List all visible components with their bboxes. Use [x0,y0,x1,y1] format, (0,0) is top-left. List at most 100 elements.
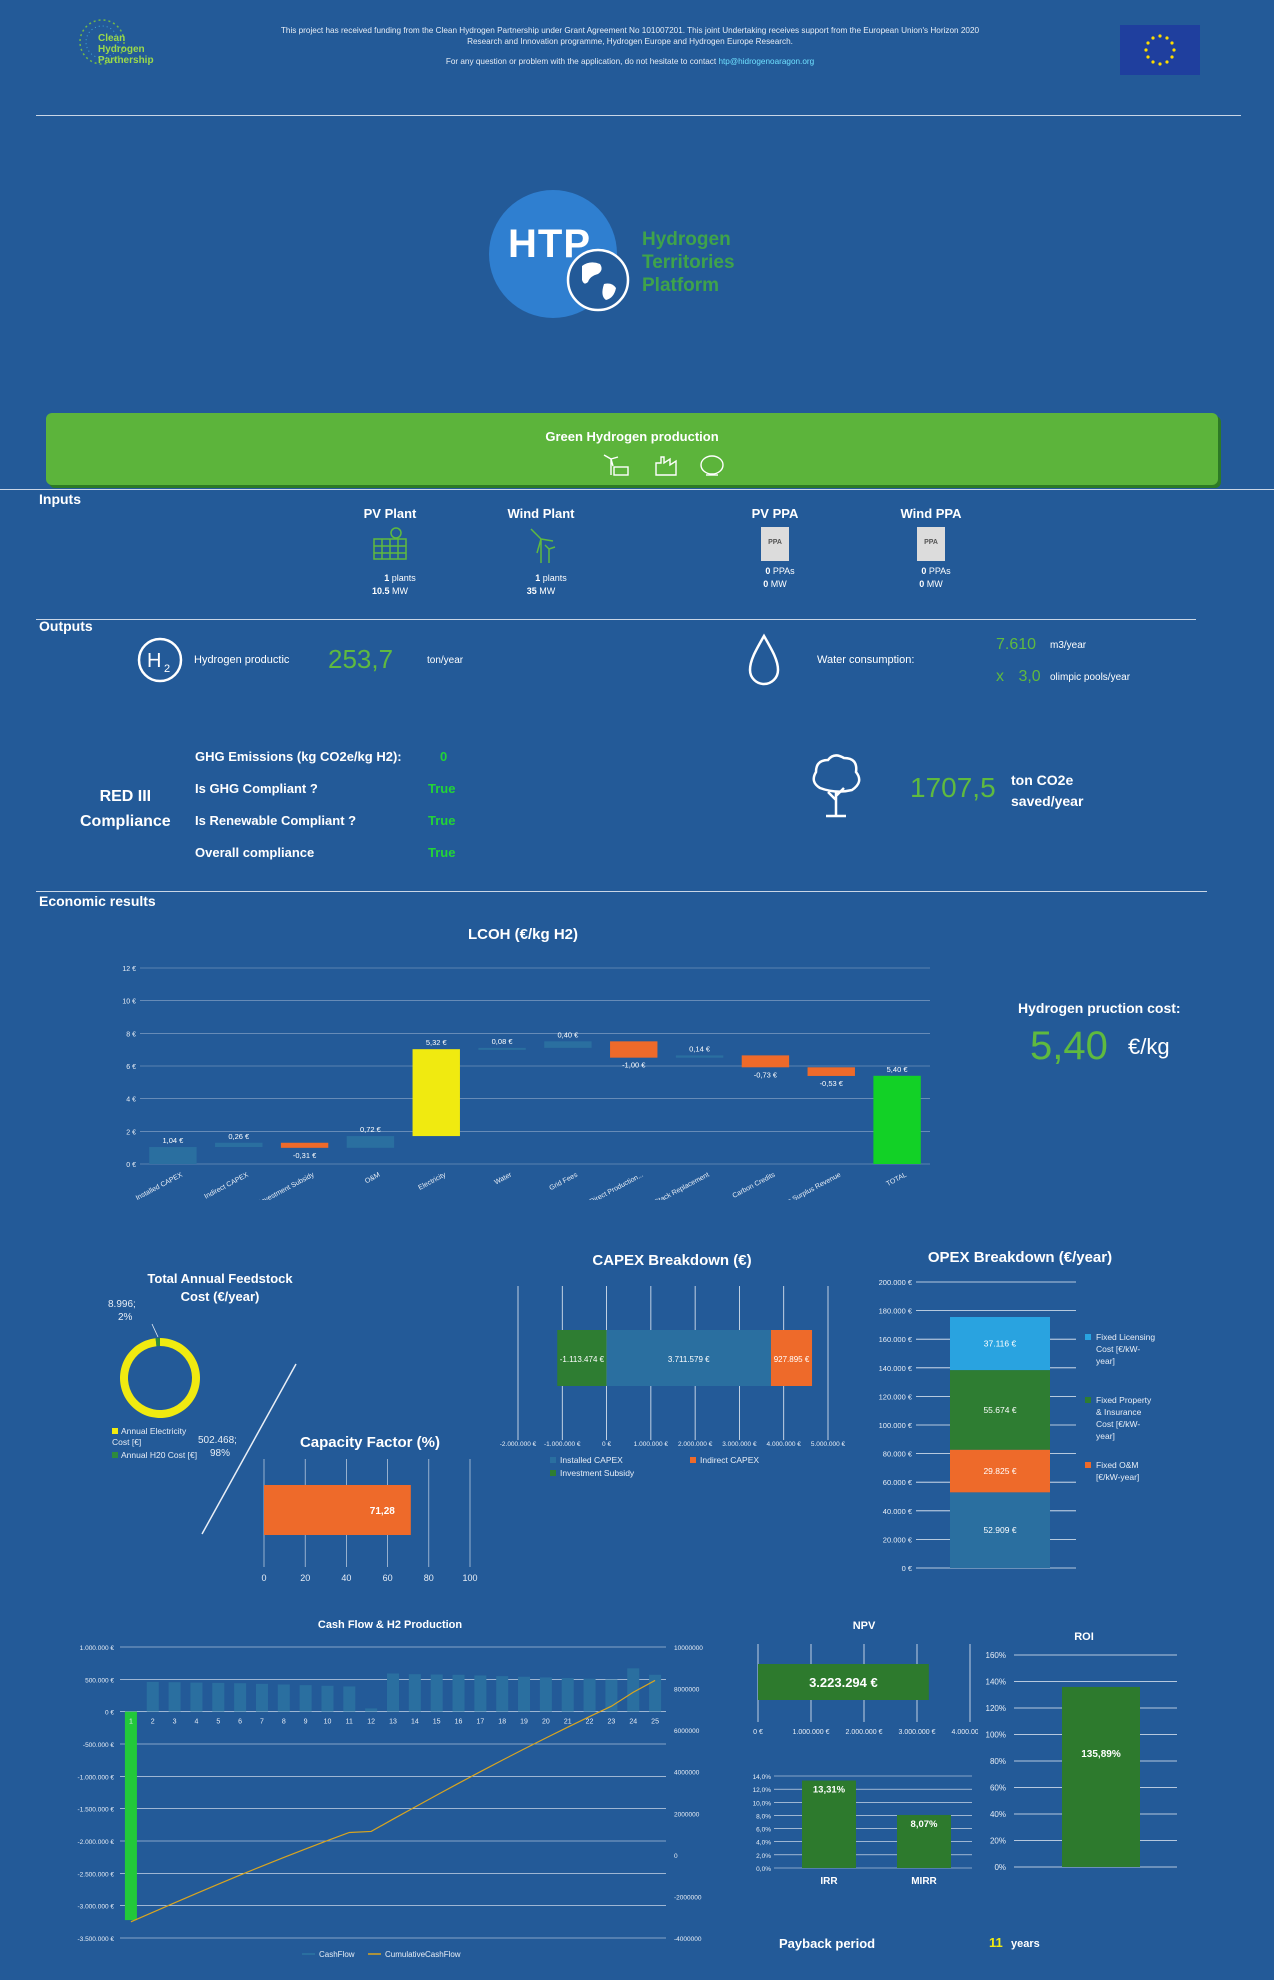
input-title: Wind Plant [507,506,575,521]
pie-leader-line [151,1323,159,1338]
lcoh-xtick: Carbon Credits [732,1171,777,1200]
lcoh-ytick: 0 € [126,1162,136,1169]
cf-ytick-left: -500.000 € [83,1742,114,1749]
cf-xtick: 17 [476,1719,484,1726]
lcoh-xtick: Water [493,1171,513,1186]
cf-bar [583,1678,596,1712]
lcoh-data-label: -0,31 € [293,1151,317,1160]
compliance-label: Overall compliance [195,845,315,860]
irr-bar [802,1780,856,1868]
contact-line: For any question or problem with the app… [190,56,1070,67]
opex-ytick: 20.000 € [883,1535,913,1544]
cf-ytick-right: 8000000 [674,1687,700,1694]
compliance-row: Overall compliance True [195,845,455,877]
input-power-unit: MW [770,579,787,589]
roi-ytick: 100% [986,1731,1006,1740]
input-count-unit: PPAs [928,566,951,576]
cap-xtick: 100 [462,1573,477,1583]
payback-value: 11 [989,1935,1003,1950]
opex-ytick: 180.000 € [879,1307,913,1316]
opex-chart: 0 € 20.000 € 40.000 € 60.000 € 80.000 € 100.0… [879,1278,1156,1573]
input-power-unit: MW [392,586,409,596]
production-banner[interactable]: Green Hydrogen production [46,413,1218,485]
lcoh-ytick: 8 € [126,1031,136,1038]
cf-xtick: 18 [498,1719,506,1726]
economic-divider [36,891,1207,892]
cf-legend-label: CashFlow [319,1950,355,1959]
npv-xtick: 4.000.000 € [952,1729,978,1736]
funding-text-2: Research and Innovation programme, Hydro… [467,37,793,46]
lcoh-bar [741,1055,790,1068]
npv-bar [758,1664,929,1700]
water-unit: m3/year [1050,640,1087,651]
input-wind-ppa[interactable]: Wind PPA PPA 0 PPAs 0 MW [881,506,981,606]
contact-email-link[interactable]: htp@hidrogenoaragon.org [718,57,815,66]
roi-ytick: 140% [986,1678,1006,1687]
h2-unit: ton/year [427,655,464,666]
lcoh-data-label: 0,14 € [689,1044,711,1053]
capex-legend-label: Indirect CAPEX [700,1455,759,1465]
npv-data-label: 3.223.294 € [809,1675,878,1690]
input-count: 0 [765,566,771,576]
svg-text:H: H [147,650,161,672]
roi-data-label: 135,89% [1081,1749,1121,1760]
input-pv-plant[interactable]: PV Plant 1 plants 10.5 MW [340,506,440,606]
irr-ytick: 10,0% [753,1800,772,1807]
opex-bar-segment [950,1370,1050,1450]
cf-bar [496,1676,509,1712]
cf-bar [277,1684,290,1712]
lcoh-data-label: 5,32 € [426,1038,448,1047]
lcoh-bar [807,1067,855,1076]
partner-logo: Clean Hydrogen Partnership [76,16,186,68]
tree-icon [812,754,861,818]
pie-slice [155,1338,160,1347]
lcoh-data-label: 0,72 € [360,1125,382,1134]
irr-data-label: 8,07% [911,1819,938,1830]
capex-xtick: 5.000.000 € [811,1441,846,1448]
cap-data-label: 71,28 [370,1506,395,1517]
lcoh-xtick: O&M [364,1172,382,1186]
economic-title: Economic results [39,893,156,909]
irr-chart: 0,0% 2,0% 4,0% 6,0% 8,0% 10,0% 12,0% 14,0% 13,31… [753,1774,972,1886]
capex-legend-swatch [550,1457,556,1463]
irr-ytick: 14,0% [753,1774,772,1781]
lcoh-data-label: 0,40 € [557,1030,579,1039]
payback-unit: years [1011,1938,1040,1950]
cf-bar [430,1674,443,1712]
lcoh-bar [873,1075,921,1164]
opex-legend-label: Fixed Property [1096,1395,1152,1405]
lcoh-xtick: Stack Replacement [654,1172,711,1200]
cf-xtick: 2 [151,1719,155,1726]
brand-name-line3: Platform [642,275,720,296]
lcoh-data-label: 0,26 € [228,1132,250,1141]
input-power-unit: MW [926,579,943,589]
compliance-value: True [428,813,456,828]
cf-bar [365,1708,378,1712]
funding-text-1: This project has received funding from t… [280,26,980,35]
opex-bar-segment [950,1317,1050,1371]
opex-ytick: 100.000 € [879,1421,913,1430]
opex-ytick: 60.000 € [883,1478,913,1487]
cf-xtick: 15 [433,1719,441,1726]
opex-legend-label: & Insurance [1096,1407,1142,1417]
input-wind-plant[interactable]: Wind Plant 1 plants 35 MW [491,506,591,606]
cf-ytick-left: 500.000 € [85,1677,114,1684]
pools-line: x 3,0 [996,668,1041,686]
pools-prefix: x [996,668,1004,685]
opex-legend-label: Fixed Licensing [1096,1332,1155,1342]
cf-xtick: 23 [608,1719,616,1726]
capex-xtick: 1.000.000 € [634,1441,669,1448]
npv-xtick: 0 € [753,1729,763,1736]
input-count: 0 [921,566,927,576]
cf-xtick: 5 [216,1719,220,1726]
cf-ytick-right: 4000000 [674,1770,700,1777]
cf-bar [234,1683,247,1712]
cf-ytick-right: -2000000 [674,1894,702,1901]
lcoh-ytick: 10 € [122,999,136,1006]
co2-unit-2: saved/year [1011,793,1084,809]
input-pv-ppa[interactable]: PV PPA PPA 0 PPAs 0 MW [725,506,825,606]
cf-bar [452,1674,465,1712]
cf-bar [146,1681,159,1712]
divider-slash [201,1363,297,1535]
opex-title: OPEX Breakdown (€/year) [927,1249,1113,1266]
